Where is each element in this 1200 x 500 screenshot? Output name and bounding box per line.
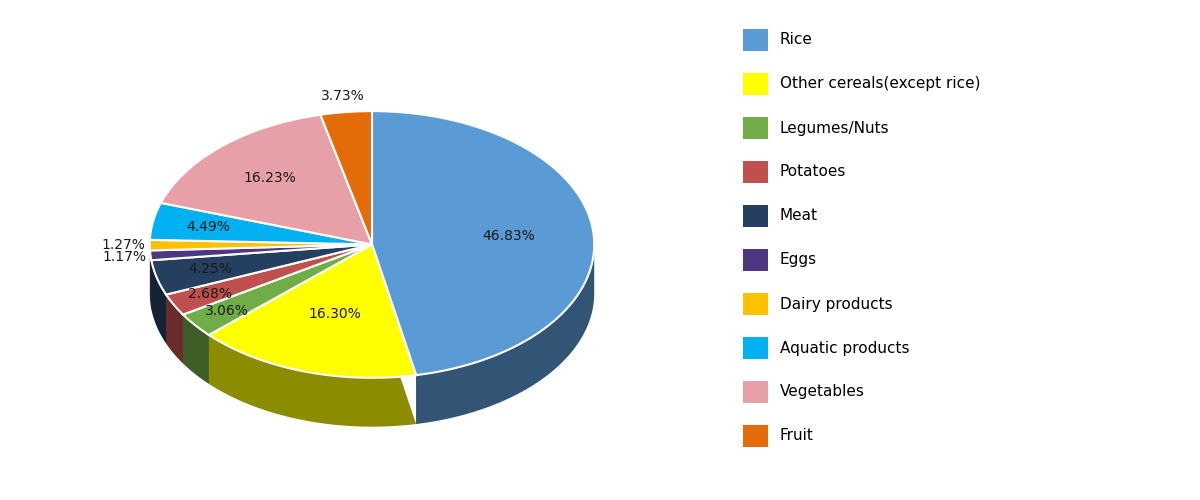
Bar — [743, 205, 768, 227]
Text: Legumes/Nuts: Legumes/Nuts — [780, 120, 889, 136]
Polygon shape — [372, 111, 594, 375]
Text: Aquatic products: Aquatic products — [780, 340, 910, 355]
Polygon shape — [184, 244, 372, 335]
Text: 16.23%: 16.23% — [244, 170, 296, 184]
Text: Meat: Meat — [780, 208, 817, 224]
Text: Dairy products: Dairy products — [780, 296, 893, 312]
Bar — [743, 425, 768, 447]
Bar — [743, 117, 768, 139]
Text: Potatoes: Potatoes — [780, 164, 846, 180]
Polygon shape — [166, 244, 372, 314]
Polygon shape — [150, 244, 372, 300]
Bar — [743, 381, 768, 403]
Polygon shape — [416, 245, 594, 424]
Text: Other cereals(except rice): Other cereals(except rice) — [780, 76, 980, 92]
Text: Fruit: Fruit — [780, 428, 814, 444]
Text: 4.25%: 4.25% — [188, 262, 233, 276]
Polygon shape — [320, 111, 372, 244]
Polygon shape — [151, 244, 372, 344]
Polygon shape — [150, 240, 372, 250]
Polygon shape — [150, 244, 372, 260]
Text: Rice: Rice — [780, 32, 812, 48]
Text: 2.68%: 2.68% — [187, 287, 232, 301]
Polygon shape — [184, 244, 372, 384]
Polygon shape — [166, 244, 372, 364]
Bar — [743, 29, 768, 51]
Polygon shape — [209, 244, 416, 426]
Text: 3.73%: 3.73% — [322, 89, 365, 103]
Text: 46.83%: 46.83% — [482, 229, 535, 243]
Text: Eggs: Eggs — [780, 252, 817, 268]
Text: 1.17%: 1.17% — [102, 250, 146, 264]
Text: Vegetables: Vegetables — [780, 384, 864, 400]
Bar — [743, 73, 768, 95]
Bar — [743, 293, 768, 315]
Text: 4.49%: 4.49% — [186, 220, 230, 234]
Text: 3.06%: 3.06% — [205, 304, 248, 318]
Polygon shape — [150, 244, 372, 309]
Polygon shape — [161, 115, 372, 244]
Text: 16.30%: 16.30% — [308, 307, 361, 321]
Polygon shape — [150, 203, 372, 244]
Polygon shape — [151, 244, 372, 294]
Bar — [743, 161, 768, 183]
Bar — [743, 337, 768, 359]
Bar — [743, 249, 768, 271]
Polygon shape — [209, 244, 416, 378]
Text: 1.27%: 1.27% — [101, 238, 145, 252]
